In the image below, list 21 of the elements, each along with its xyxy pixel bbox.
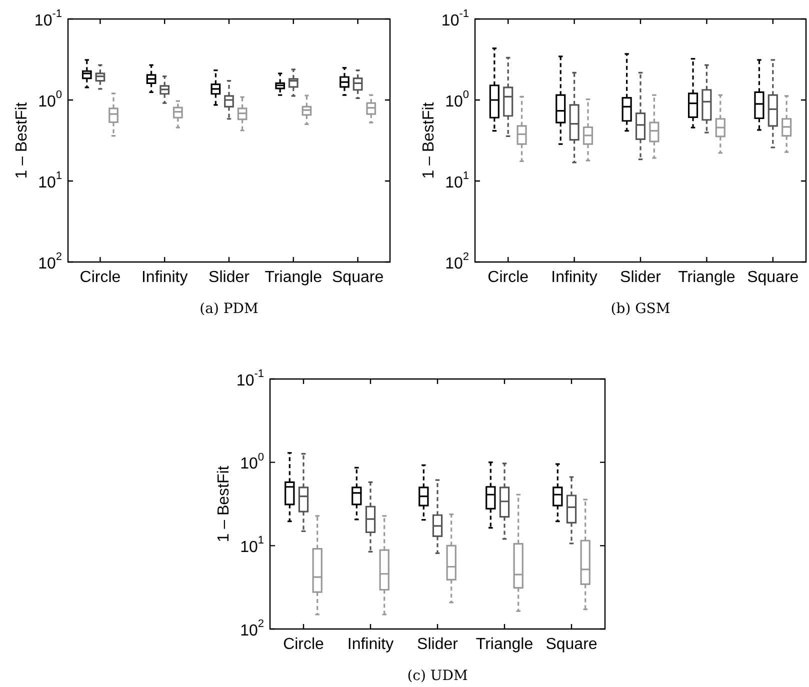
y-axis-title: 1 – BestFit <box>13 102 30 179</box>
x-tick-label: Circle <box>80 269 121 286</box>
x-tick-label: Square <box>546 636 598 654</box>
x-tick-label: Slider <box>208 269 250 286</box>
x-tick-label: Square <box>332 269 384 286</box>
x-tick-label: Triangle <box>476 636 534 654</box>
x-tick-label: Circle <box>488 269 529 286</box>
x-tick-label: Slider <box>417 636 459 654</box>
y-axis-title: 1 – BestFit <box>420 102 438 179</box>
text: (b) GSM <box>610 301 670 318</box>
text: (a) PDM <box>200 301 258 318</box>
x-tick-label: Infinity <box>347 636 394 654</box>
x-tick-label: Slider <box>620 269 662 286</box>
text: (c) UDM <box>407 668 468 684</box>
x-tick-label: Triangle <box>678 269 736 286</box>
y-axis-title: 1 – BestFit <box>215 465 232 542</box>
x-tick-label: Triangle <box>264 269 322 286</box>
x-tick-label: Square <box>747 269 799 286</box>
x-tick-label: Circle <box>283 636 324 654</box>
x-tick-label: Infinity <box>141 269 188 286</box>
x-tick-label: Infinity <box>551 269 598 286</box>
